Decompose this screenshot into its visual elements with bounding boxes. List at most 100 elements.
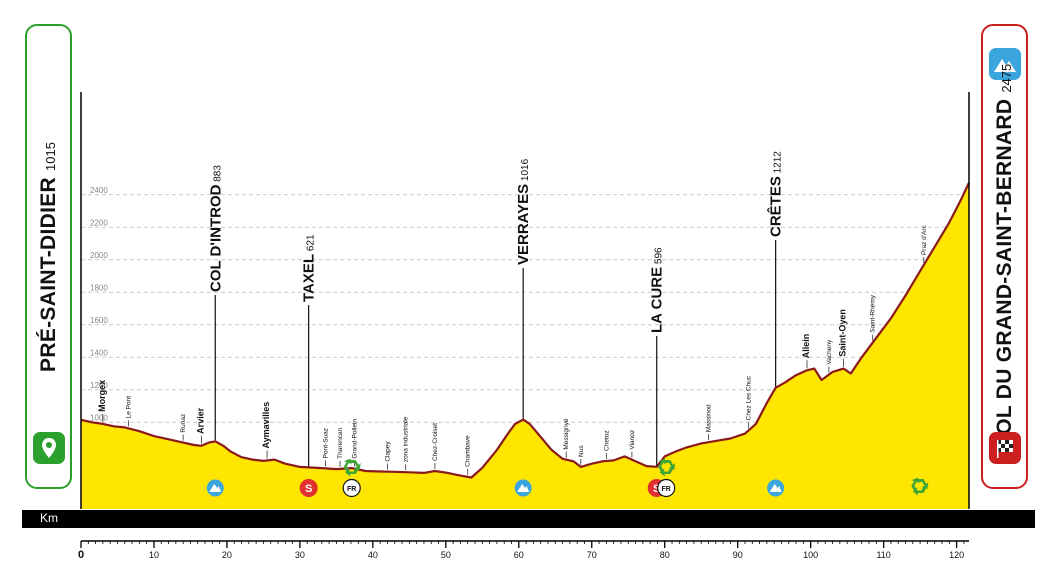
feed-zone-glyph: FR bbox=[347, 486, 356, 493]
place-label: Runaz bbox=[180, 414, 187, 433]
mountain-icon bbox=[989, 48, 1021, 80]
start-card: PRÉ-SAINT-DIDIER1015 bbox=[25, 24, 72, 489]
place-label-group: Massinod bbox=[706, 404, 713, 432]
place-label: Pont-Suaz bbox=[322, 428, 329, 458]
summit-label-group: TAXEL 621 bbox=[301, 234, 318, 302]
place-label-group: Chez Les Chuc bbox=[746, 375, 753, 420]
place-label: Nus bbox=[578, 445, 585, 457]
place-label: Vacheny bbox=[826, 339, 833, 365]
recycle-arrow bbox=[345, 468, 359, 477]
y-tick-label: 1800 bbox=[90, 283, 108, 292]
map-pin-icon bbox=[33, 432, 65, 464]
recycle-icon bbox=[911, 477, 929, 496]
place-label: Chez-Croiset bbox=[432, 423, 439, 461]
recycle-arrow bbox=[349, 460, 361, 470]
x-tick-label: 100 bbox=[803, 550, 818, 560]
place-label-group: Tharencan bbox=[337, 427, 344, 458]
recycle-arrow bbox=[911, 477, 920, 492]
recycle-arrow bbox=[917, 479, 929, 489]
elevation-line bbox=[80, 182, 970, 479]
place-label: Le Pont bbox=[125, 396, 132, 419]
y-tick-label: 1000 bbox=[90, 413, 108, 422]
feed-zone-disc bbox=[657, 478, 676, 498]
place-label-group: Clapey bbox=[384, 441, 391, 462]
place-label: Saint-Rhémy bbox=[870, 294, 877, 332]
mountain-icon-shape bbox=[769, 484, 782, 492]
recycle-icon bbox=[658, 458, 676, 477]
y-tick-label: 1200 bbox=[90, 381, 108, 390]
y-tick-label: 1600 bbox=[90, 316, 108, 325]
x-tick-label: 30 bbox=[295, 550, 305, 560]
x-tick-label: 90 bbox=[733, 550, 743, 560]
place-label: Tharencan bbox=[337, 427, 344, 458]
place-label: Praz d'Arc bbox=[921, 225, 928, 256]
mountain-icon bbox=[206, 479, 224, 497]
summit-label: LA CURE 596 bbox=[649, 247, 666, 333]
sprint-icon-disc bbox=[299, 479, 318, 497]
summit-label-group: COL D'INTROD 883 bbox=[207, 165, 224, 292]
place-label: Allein bbox=[801, 334, 811, 359]
mountain-icon bbox=[767, 479, 785, 497]
y-tick-label: 2200 bbox=[90, 218, 108, 227]
summit-label: COL D'INTROD 883 bbox=[207, 165, 224, 292]
checkered-flag-icon bbox=[989, 432, 1021, 464]
place-label: Chez Les Chuc bbox=[746, 375, 753, 420]
place-label-group: Vianoz bbox=[629, 430, 636, 450]
sprint-icon-glyph: S bbox=[305, 483, 312, 495]
place-label-group: Aymavilles bbox=[261, 402, 271, 449]
place-label: Grand-Pollein bbox=[352, 419, 359, 459]
finish-card: COL DU GRAND-SAINT-BERNARD2475 bbox=[981, 24, 1028, 489]
y-tick-label: 1400 bbox=[90, 348, 108, 357]
place-label: Messignyé bbox=[563, 418, 570, 449]
place-label: Massinod bbox=[706, 404, 713, 432]
mountain-icon-shape bbox=[209, 484, 222, 492]
place-label-group: Nus bbox=[578, 445, 585, 457]
km-bar-label: Km bbox=[40, 511, 58, 525]
km-bar: Km bbox=[22, 510, 1035, 528]
x-tick-label: 80 bbox=[660, 550, 670, 560]
recycle-arrow bbox=[659, 468, 674, 477]
summit-label-group: LA CURE 596 bbox=[649, 247, 666, 333]
place-label-group: Allein bbox=[801, 334, 811, 359]
summit-label: TAXEL 621 bbox=[301, 234, 318, 302]
feed-zone-disc bbox=[342, 478, 361, 498]
x-tick-label: 120 bbox=[949, 550, 964, 560]
place-label: Chambave bbox=[465, 435, 472, 467]
place-label: Morgex bbox=[97, 380, 107, 412]
place-label-group: Grand-Pollein bbox=[352, 419, 359, 459]
recycle-arrow bbox=[664, 460, 676, 470]
summit-label-group: CRÊTES 1212 bbox=[767, 151, 785, 237]
place-label: Clapey bbox=[384, 441, 391, 462]
place-label-group: Arvier bbox=[195, 407, 205, 434]
place-label-group: Le Pont bbox=[125, 396, 132, 419]
x-tick-label: 60 bbox=[514, 550, 524, 560]
place-label: Vianoz bbox=[629, 430, 636, 450]
feed-zone-glyph: FR bbox=[662, 486, 671, 493]
place-label: Chetoz bbox=[603, 430, 610, 451]
x-tick-label: 40 bbox=[368, 550, 378, 560]
place-label-group: zona industriale bbox=[403, 416, 410, 462]
place-label: Arvier bbox=[195, 407, 205, 434]
recycle-arrow bbox=[912, 487, 927, 496]
place-label-group: Saint-Oyen bbox=[837, 309, 847, 357]
y-tick-label: 2000 bbox=[90, 251, 108, 260]
place-label-group: Saint-Rhémy bbox=[870, 294, 877, 332]
feed-zone-icon: FR bbox=[657, 478, 676, 498]
place-label-group: Chez-Croiset bbox=[432, 423, 439, 461]
place-label-group: Runaz bbox=[180, 414, 187, 433]
x-tick-label: 70 bbox=[587, 550, 597, 560]
x-tick-label: 110 bbox=[876, 550, 890, 560]
y-tick-label: 2400 bbox=[90, 186, 108, 195]
x-tick-label: 20 bbox=[222, 550, 232, 560]
recycle-arrow bbox=[658, 458, 667, 473]
x-tick-label: 0 bbox=[78, 549, 84, 561]
summit-label: CRÊTES 1212 bbox=[767, 151, 785, 237]
mountain-icon bbox=[514, 479, 532, 497]
place-label-group: Vacheny bbox=[826, 339, 833, 365]
place-label-group: Chetoz bbox=[603, 430, 610, 451]
place-label: zona industriale bbox=[403, 416, 410, 462]
x-tick-label: 10 bbox=[149, 550, 159, 560]
mountain-icon-shape bbox=[517, 484, 530, 492]
